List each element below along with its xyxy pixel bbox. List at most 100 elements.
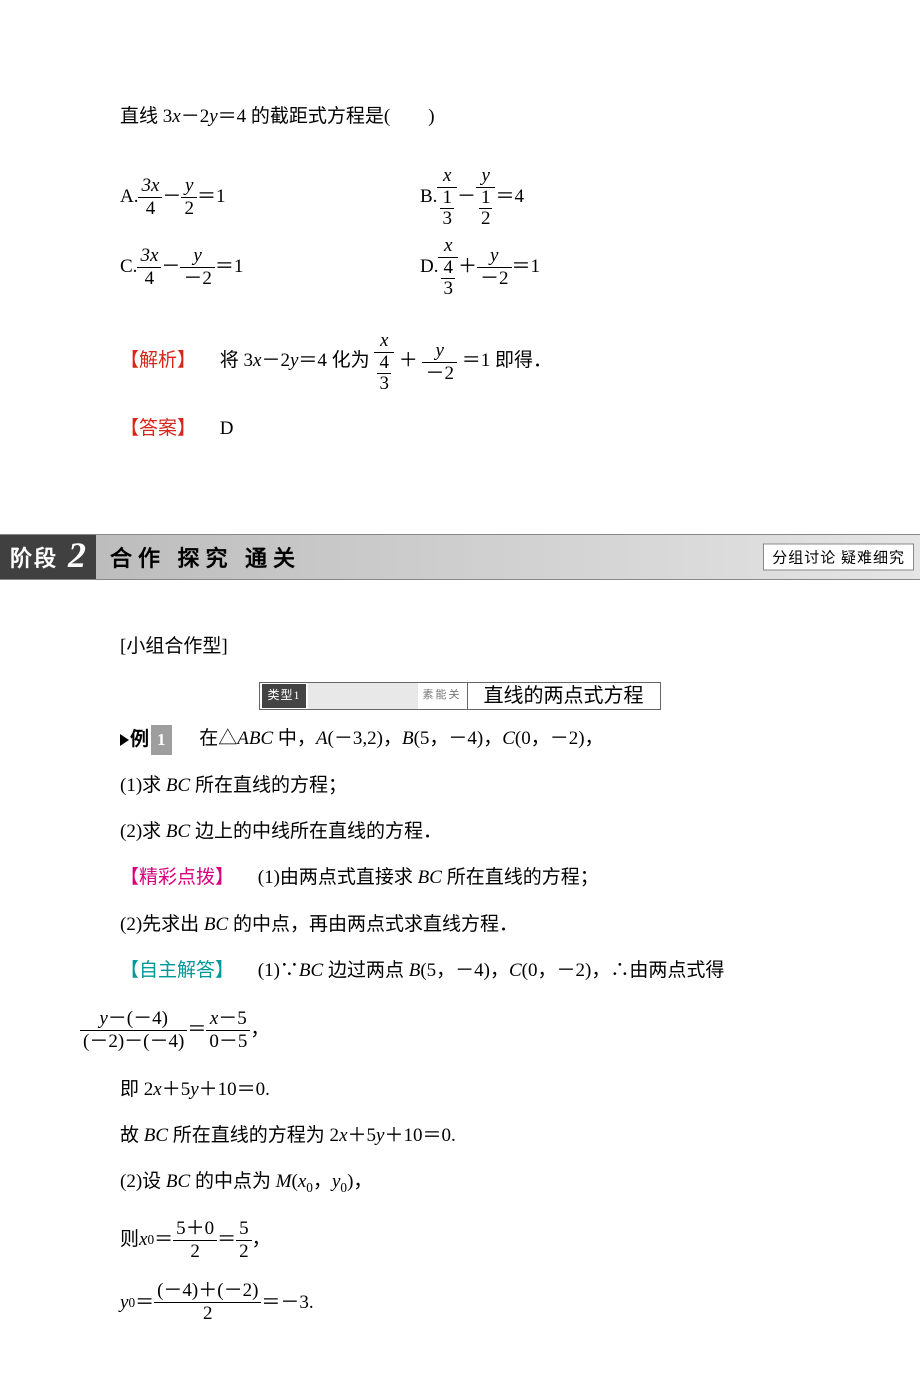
option-c: C. 3x4 － y－2 ＝1: [120, 232, 420, 302]
denom: 2: [173, 1240, 217, 1263]
example-marker: 例 1: [120, 723, 172, 757]
point-c: C: [502, 728, 515, 749]
point-b: B: [402, 728, 414, 749]
sub-denom: 3: [377, 373, 391, 394]
sol-text: 则: [120, 1223, 139, 1257]
numer: 5＋0: [173, 1218, 217, 1240]
type-tag: 类型1: [262, 684, 305, 708]
denom: －2: [180, 267, 215, 290]
fraction-rhs: x－5 0－5: [206, 1008, 250, 1053]
midpoint-x-equation: 则 x0＝ 5＋02 ＝ 52 ，: [120, 1218, 800, 1263]
numer: y: [180, 245, 215, 267]
option-a: A. 3x4 － y2 ＝1: [120, 162, 420, 232]
fraction: x43: [374, 330, 394, 394]
q2-suffix: 边上的中线所在直线的方程．: [190, 821, 442, 842]
type-title: 直线的两点式方程: [468, 682, 661, 710]
solution-line-1: 【自主解答】 (1)∵BC 边过两点 B(5，－4)，C(0，－2)，∴由两点式…: [120, 954, 800, 988]
point-c: C: [509, 960, 522, 981]
banner-stage-label: 阶段: [0, 535, 66, 579]
sub-0: 0: [306, 1180, 313, 1195]
type-left-box: 类型1 素能关: [259, 682, 467, 710]
sol-text: ＋5: [348, 1125, 377, 1146]
eq-sign: ＝: [135, 1286, 154, 1320]
numer: y: [422, 340, 457, 362]
sub-denom: 2: [479, 208, 493, 229]
group-type: [小组合作型]: [120, 630, 800, 664]
triangle-icon: [120, 734, 129, 746]
var-x: x: [172, 106, 180, 127]
op: －: [457, 180, 476, 214]
sub-numer: 1: [440, 188, 454, 208]
sub-question-1: (1)求 BC 所在直线的方程；: [120, 769, 800, 803]
sol-text: 即 2: [120, 1079, 153, 1100]
comma: ，: [313, 1171, 332, 1192]
segment-bc: BC: [166, 775, 190, 796]
q1-suffix: 所在直线的方程；: [190, 775, 347, 796]
fraction: 3x4: [137, 245, 161, 290]
var-x: x: [339, 1125, 347, 1146]
sub-denom: 3: [440, 208, 454, 229]
numer: x: [437, 165, 457, 187]
fraction-lhs: y－(－4) (－2)－(－4): [80, 1008, 187, 1053]
example-number: 1: [151, 725, 172, 756]
eq-sign: ＝: [217, 1223, 236, 1257]
sub-question-2: (2)求 BC 边上的中线所在直线的方程．: [120, 815, 800, 849]
sub-numer: 4: [377, 353, 391, 373]
denom: 13: [437, 187, 457, 229]
denom: 0－5: [206, 1030, 250, 1053]
point-m: M: [276, 1171, 292, 1192]
sol-text: ＋10＝0.: [384, 1125, 455, 1146]
answer-label: 【答案】: [120, 418, 196, 439]
rhs: ＝4: [495, 180, 524, 214]
solution-line-2: 即 2x＋5y＋10＝0.: [120, 1073, 800, 1107]
answer-value: D: [201, 418, 234, 439]
type-banner: 类型1 素能关 直线的两点式方程: [120, 682, 800, 710]
segment-bc: BC: [418, 867, 442, 888]
rhs: ＝1: [215, 250, 244, 284]
point-a: A: [316, 728, 328, 749]
stem-text: ＝4 的截距式方程是( ): [218, 106, 435, 127]
fraction: (－4)＋(－2)2: [154, 1280, 261, 1325]
fraction: y12: [476, 165, 496, 229]
sol-text: 的中点为: [190, 1171, 276, 1192]
op: －: [162, 180, 181, 214]
type-fill: [308, 683, 418, 709]
fraction: y－2: [477, 245, 512, 290]
rhs: ＝1: [197, 180, 226, 214]
options-block: A. 3x4 － y2 ＝1 B. x13 － y12 ＝4 C. 3x4 － …: [120, 162, 800, 302]
rhs: ＝1: [512, 250, 541, 284]
sol-text: 边过两点: [323, 960, 409, 981]
var-y: y: [190, 1079, 198, 1100]
hint-line-1: 【精彩点拨】 (1)由两点式直接求 BC 所在直线的方程；: [120, 861, 800, 895]
hint-text: (2)先求出: [120, 914, 204, 935]
hint-line-2: (2)先求出 BC 的中点，再由两点式求直线方程．: [120, 908, 800, 942]
example-word: 例: [130, 723, 149, 757]
analysis-block: 【解析】 将 3x－2y＝4 化为 x43 ＋ y－2 ＝1 即得．: [120, 330, 800, 394]
solution-line-3: 故 BC 所在直线的方程为 2x＋5y＋10＝0.: [120, 1119, 800, 1153]
op: －: [161, 250, 180, 284]
solution-label: 【自主解答】: [120, 960, 234, 981]
plus: ＋: [399, 350, 418, 371]
question-stem: 直线 3x－2y＝4 的截距式方程是( ): [120, 100, 800, 134]
sol-text: (1)∵: [239, 960, 299, 981]
fraction: y－2: [422, 340, 457, 385]
denom: (－2)－(－4): [80, 1030, 187, 1053]
denom: 2: [236, 1240, 252, 1263]
tail: ，: [252, 1223, 271, 1257]
hint-label: 【精彩点拨】: [120, 867, 234, 888]
stem-text: －2: [181, 106, 210, 127]
numer: y: [476, 165, 496, 187]
option-label: A.: [120, 180, 138, 214]
option-b: B. x13 － y12 ＝4: [420, 162, 720, 232]
analysis-text: ＝1 即得．: [462, 350, 552, 371]
analysis-text: 将 3: [201, 350, 253, 371]
sub-denom: 3: [441, 278, 455, 299]
denom: 4: [138, 197, 162, 220]
sol-text: 所在直线的方程为 2: [168, 1125, 339, 1146]
hint-text: 所在直线的方程；: [442, 867, 599, 888]
sub-0: 0: [147, 1228, 154, 1252]
solution-line-4: (2)设 BC 的中点为 M(x0，y0)，: [120, 1165, 800, 1200]
banner-subtitle: 分组讨论 疑难细究: [763, 544, 914, 571]
sol-text: (2)设: [120, 1171, 166, 1192]
sub-0: 0: [128, 1291, 135, 1315]
